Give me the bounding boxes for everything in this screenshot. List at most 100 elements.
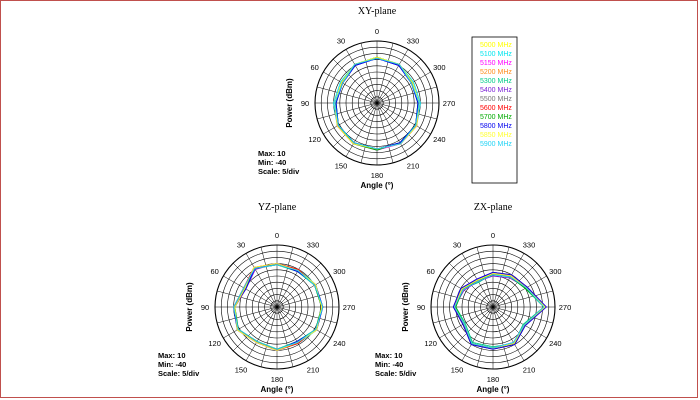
grid-spoke (492, 306, 547, 339)
grid-spoke (439, 275, 494, 308)
grid-spoke (276, 306, 337, 324)
angle-tick-label: 120 (308, 135, 321, 144)
series-trace (233, 264, 324, 350)
angle-tick-label: 270 (443, 99, 456, 108)
angle-tick-label: 300 (433, 63, 446, 72)
angle-tick-label: 180 (271, 375, 284, 384)
angle-tick-label: 30 (337, 37, 345, 46)
chart-title: ZX-plane (474, 202, 513, 213)
grid-spoke (345, 49, 378, 104)
grid-spoke (276, 262, 322, 308)
angle-tick-label: 0 (275, 231, 279, 240)
grid-spoke (332, 58, 378, 104)
legend-item: 5150 MHz (480, 60, 512, 67)
grid-spoke (232, 262, 278, 308)
grid-spoke (276, 290, 337, 308)
angle-tick-label: 30 (237, 241, 245, 250)
series-trace (454, 274, 545, 349)
grid-spoke (492, 275, 547, 308)
grid-spoke (492, 290, 553, 308)
angle-tick-label: 270 (343, 303, 356, 312)
grid-spoke (376, 49, 409, 104)
angle-tick-label: 330 (307, 241, 320, 250)
stat-min: Min: -40 (158, 360, 186, 369)
grid-spoke (433, 306, 494, 324)
grid-spoke (492, 262, 538, 308)
angle-tick-label: 60 (426, 267, 434, 276)
legend-item: 5850 MHz (480, 132, 512, 139)
angle-tick-label: 60 (210, 267, 218, 276)
power-axis-label: Power (dBm) (285, 78, 294, 128)
chart-title: YZ-plane (258, 202, 297, 213)
grid-spoke (223, 275, 278, 308)
legend-box (471, 36, 518, 184)
angle-tick-label: 30 (453, 241, 461, 250)
polar-chart-3: ZX-plane 0 30 60 90 120 150 180 210 240 270 300 330 A… (375, 202, 571, 394)
angle-tick-label: 240 (333, 339, 346, 348)
grid-spoke (232, 306, 278, 352)
grid-spoke (323, 102, 378, 135)
grid-spoke (439, 306, 494, 339)
angle-tick-label: 150 (235, 365, 248, 374)
stat-max: Max: 10 (158, 351, 186, 360)
legend-item: 5200 MHz (480, 69, 512, 76)
legend-item: 5500 MHz (480, 96, 512, 103)
legend-item: 5000 MHz (480, 42, 512, 49)
angle-tick-label: 0 (491, 231, 495, 240)
angle-axis-label: Angle (°) (477, 385, 510, 394)
angle-tick-label: 120 (208, 339, 221, 348)
grid-spoke (492, 253, 525, 308)
legend-item: 5300 MHz (480, 78, 512, 85)
polar-chart-1: XY-plane 0 30 60 90 120 150 180 210 240 270 300 330 A… (258, 6, 455, 190)
angle-tick-label: 0 (375, 27, 379, 36)
angle-tick-label: 90 (301, 99, 309, 108)
angle-tick-label: 180 (371, 171, 384, 180)
angle-tick-label: 240 (433, 135, 446, 144)
chart-title: XY-plane (358, 6, 397, 17)
angle-tick-label: 210 (307, 365, 320, 374)
angle-tick-label: 330 (523, 241, 536, 250)
polar-chart-2: YZ-plane 0 30 60 90 120 150 180 210 240 270 300 330 A… (158, 202, 355, 394)
legend-item: 5100 MHz (480, 51, 512, 58)
grid-spoke (360, 102, 378, 163)
grid-spoke (433, 290, 494, 308)
series-trace (234, 263, 323, 351)
grid-spoke (345, 102, 378, 157)
legend-item: 5600 MHz (480, 105, 512, 112)
grid-spoke (332, 102, 378, 148)
grid-spoke (360, 43, 378, 104)
angle-tick-label: 330 (407, 37, 420, 46)
grid-spoke (276, 306, 294, 367)
legend-item: 5900 MHz (480, 141, 512, 148)
angle-tick-label: 90 (417, 303, 425, 312)
angle-tick-label: 150 (335, 161, 348, 170)
stat-scale: Scale: 5/div (258, 167, 300, 176)
grid-spoke (492, 306, 510, 367)
grid-spoke (492, 306, 553, 324)
grid-spoke (376, 86, 437, 104)
series-trace (334, 57, 420, 150)
grid-spoke (492, 306, 538, 352)
grid-spoke (260, 306, 278, 367)
legend-item: 5400 MHz (480, 87, 512, 94)
angle-tick-label: 300 (333, 267, 346, 276)
angle-tick-label: 240 (549, 339, 562, 348)
grid-spoke (376, 58, 422, 104)
stat-max: Max: 10 (258, 149, 286, 158)
grid-spoke (276, 306, 331, 339)
stat-min: Min: -40 (375, 360, 403, 369)
grid-spoke (217, 290, 278, 308)
stat-min: Min: -40 (258, 158, 286, 167)
grid-spoke (245, 253, 278, 308)
legend: 5000 MHz 5100 MHz 5150 MHz 5200 MHz 5300 MHz… (471, 36, 518, 184)
grid-spoke (376, 71, 431, 104)
grid-spoke (492, 306, 525, 361)
grid-spoke (461, 306, 494, 361)
angle-tick-label: 210 (407, 161, 420, 170)
stat-scale: Scale: 5/div (375, 369, 417, 378)
grid-spoke (376, 102, 437, 120)
angle-tick-label: 210 (523, 365, 536, 374)
grid-spoke (376, 43, 394, 104)
